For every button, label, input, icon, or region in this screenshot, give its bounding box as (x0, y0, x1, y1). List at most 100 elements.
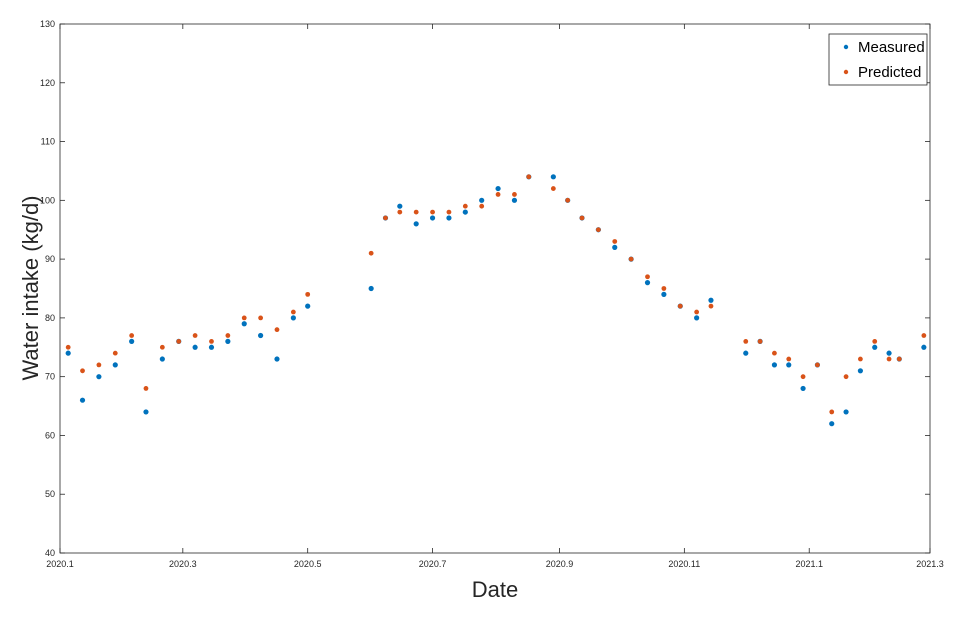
predicted-point (368, 250, 374, 256)
y-tick-label: 120 (40, 78, 55, 88)
y-tick-label: 40 (45, 548, 55, 558)
x-tick-label: 2020.11 (668, 559, 700, 569)
measured-point (886, 350, 892, 356)
predicted-point (258, 315, 264, 321)
predicted-point (677, 303, 683, 309)
legend-marker-measured (843, 44, 849, 50)
y-tick-label: 110 (41, 137, 55, 147)
x-tick-label: 2020.5 (294, 559, 322, 569)
measured-point (694, 315, 700, 321)
predicted-point (430, 209, 435, 215)
predicted-point (886, 356, 892, 362)
measured-point (786, 362, 792, 368)
predicted-point (479, 203, 485, 209)
measured-point (129, 338, 135, 344)
predicted-point (112, 350, 118, 356)
y-tick-label: 70 (45, 372, 55, 382)
predicted-point (595, 227, 601, 233)
measured-point (429, 215, 436, 221)
measured-point (771, 362, 778, 368)
measured-point (112, 362, 118, 368)
predicted-point (462, 203, 468, 209)
x-tick-label: 2020.1 (46, 559, 74, 569)
predicted-point (645, 274, 650, 280)
measured-point (65, 350, 71, 356)
predicted-point (274, 327, 280, 333)
y-tick-label: 100 (40, 195, 55, 205)
x-tick-label: 2021.3 (916, 559, 944, 569)
predicted-point (815, 362, 820, 368)
x-axis-title: Date (472, 577, 518, 602)
measured-point (241, 321, 247, 327)
measured-point (96, 374, 102, 380)
predicted-point (628, 256, 634, 262)
predicted-point (225, 333, 231, 338)
measured-point (79, 397, 86, 403)
predicted-point (241, 315, 247, 321)
x-axis: 2020.1 2020.3 2020.5 2020.7 2020.9 2020.11 202… (46, 24, 944, 569)
predicted-point (80, 368, 85, 374)
predicted-point (192, 333, 198, 338)
measured-point (413, 221, 419, 227)
predicted-point (843, 374, 849, 380)
predicted-point (579, 215, 585, 221)
measured-point (495, 185, 501, 192)
x-tick-label: 2020.9 (546, 559, 574, 569)
y-tick-label: 60 (45, 430, 55, 440)
legend-label-measured: Measured (858, 39, 925, 56)
predicted-point (872, 339, 878, 344)
measured-point (644, 280, 651, 286)
predicted-point (176, 339, 182, 344)
predicted-point (512, 192, 517, 197)
predicted-point (495, 192, 501, 197)
series-measured (65, 174, 927, 427)
predicted-point (694, 309, 700, 315)
predicted-point (526, 174, 532, 180)
predicted-point (786, 356, 792, 362)
predicted-point (896, 356, 902, 362)
predicted-point (383, 215, 388, 221)
measured-point (274, 356, 280, 362)
series-predicted (65, 174, 927, 415)
predicted-point (772, 350, 777, 356)
measured-point (708, 297, 714, 303)
predicted-point (159, 344, 165, 350)
measured-point (143, 409, 149, 415)
predicted-point (612, 239, 618, 244)
measured-point (743, 350, 749, 356)
predicted-point (209, 339, 214, 344)
predicted-point (743, 339, 749, 344)
predicted-point (550, 186, 556, 191)
measured-point (800, 385, 806, 392)
measured-point (258, 332, 264, 339)
predicted-point (757, 339, 763, 344)
predicted-point (290, 309, 296, 315)
predicted-point (305, 291, 311, 297)
predicted-point (800, 374, 806, 380)
measured-point (550, 174, 556, 180)
legend-marker-predicted (843, 69, 849, 75)
measured-point (857, 368, 864, 374)
predicted-point (921, 333, 927, 338)
x-tick-label: 2020.3 (169, 559, 197, 569)
measured-point (843, 409, 849, 415)
measured-point (661, 291, 667, 297)
measured-point (872, 344, 878, 350)
legend-label-predicted: Predicted (858, 64, 921, 81)
measured-point (368, 285, 374, 292)
measured-point (290, 315, 296, 321)
predicted-point (129, 333, 135, 338)
predicted-point (65, 344, 71, 350)
predicted-point (96, 362, 102, 368)
measured-point (829, 421, 835, 427)
measured-point (397, 203, 403, 209)
predicted-point (413, 209, 419, 215)
measured-point (479, 197, 485, 203)
plot-area (59, 23, 931, 554)
measured-point (462, 209, 468, 215)
y-tick-label: 80 (45, 313, 55, 323)
legend: Measured Predicted (828, 33, 928, 86)
measured-point (159, 356, 165, 362)
predicted-point (446, 209, 452, 215)
